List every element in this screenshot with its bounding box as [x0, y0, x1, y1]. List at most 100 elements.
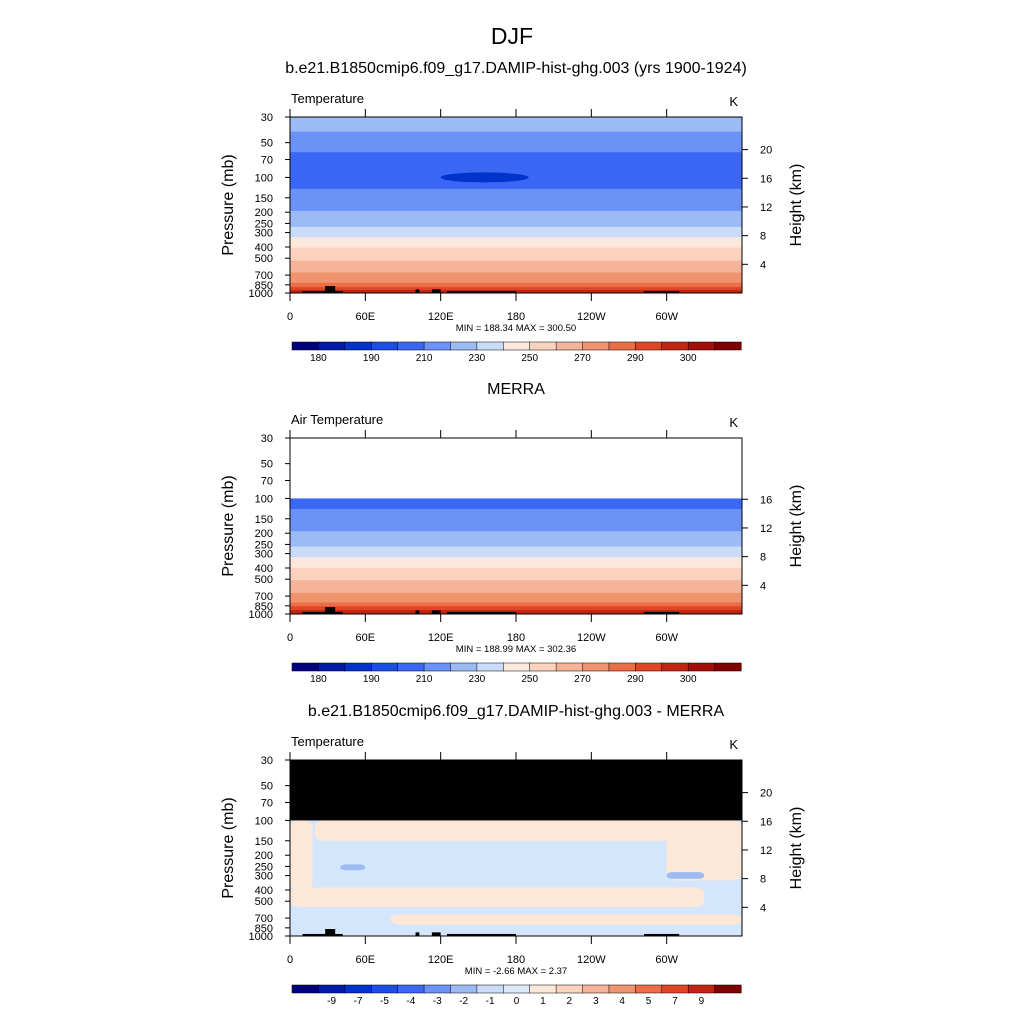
temperature-band — [290, 537, 742, 540]
temperature-band — [290, 117, 742, 120]
y-axis-right-label: Height (km) — [788, 485, 805, 568]
temperature-band — [290, 260, 742, 263]
colorbar-label: 190 — [363, 353, 380, 364]
pressure-tick-label: 1000 — [249, 609, 273, 621]
colorbar-swatch — [661, 662, 689, 672]
lon-tick-label: 60W — [655, 311, 678, 323]
temperature-band — [290, 210, 742, 213]
temperature-band — [290, 498, 742, 500]
colorbar-swatch — [503, 984, 531, 994]
temperature-band — [290, 187, 742, 190]
colorbar-label: 250 — [521, 674, 538, 685]
colorbar-label: 250 — [521, 353, 538, 364]
temperature-band — [290, 563, 742, 566]
panel-variable-label: Temperature — [291, 91, 364, 106]
temperature-band — [290, 227, 742, 230]
y-axis-right-label: Height (km) — [788, 164, 805, 247]
temperature-band — [290, 516, 742, 519]
temperature-band — [290, 603, 742, 605]
colorbar-swatch — [450, 662, 478, 672]
pressure-tick-label: 30 — [261, 112, 273, 124]
colorbar-label: -1 — [486, 996, 495, 1007]
topography — [325, 929, 336, 936]
pressure-tick-label: 1000 — [249, 288, 273, 300]
temperature-band — [290, 207, 742, 210]
temperature-band — [290, 121, 742, 124]
colorbar-swatch — [529, 341, 557, 351]
colorbar-label: -2 — [459, 996, 468, 1007]
lon-tick-label: 60W — [655, 632, 678, 644]
pressure-tick-label: 100 — [255, 815, 273, 827]
cold-core — [440, 172, 529, 183]
pressure-tick-label: 300 — [255, 549, 273, 561]
temperature-band — [290, 604, 742, 606]
temperature-band — [290, 143, 742, 146]
temperature-band — [290, 153, 742, 156]
height-tick-label: 12 — [760, 202, 772, 214]
colorbar: 180 190 210 230 250 270 290 300 — [291, 662, 742, 685]
temperature-band — [290, 532, 742, 534]
temperature-band — [290, 590, 742, 593]
height-tick-label: 16 — [760, 816, 772, 828]
pressure-tick-label: 150 — [255, 836, 273, 848]
temperature-band — [290, 155, 742, 158]
colorbar-swatch — [476, 341, 504, 351]
pressure-tick-label: 70 — [261, 476, 273, 488]
temperature-band — [290, 185, 742, 188]
lon-tick-label: 120E — [428, 632, 454, 644]
temperature-band — [290, 250, 742, 253]
temperature-band — [290, 568, 742, 571]
temperature-band — [290, 573, 742, 576]
colorbar-swatch — [503, 662, 531, 672]
pressure-tick-label: 100 — [255, 493, 273, 505]
temperature-band — [290, 191, 742, 194]
panel-units-label: K — [729, 94, 738, 109]
temperature-band — [290, 133, 742, 136]
temperature-band — [290, 547, 742, 550]
temperature-band — [290, 519, 742, 522]
temperature-band — [290, 206, 742, 209]
temperature-band — [290, 253, 742, 256]
temperature-band — [290, 156, 742, 159]
temperature-band — [290, 282, 742, 285]
temperature-band — [290, 235, 742, 238]
topography — [302, 933, 343, 936]
panel-units-label: K — [729, 737, 738, 752]
colorbar-swatch — [450, 984, 478, 994]
lon-tick-label: 120E — [428, 954, 454, 966]
temperature-band — [290, 197, 742, 200]
temperature-band — [290, 533, 742, 535]
height-tick-label: 4 — [760, 259, 766, 271]
temperature-band — [290, 535, 742, 537]
temperature-band — [290, 180, 742, 183]
temperature-band — [290, 558, 742, 560]
temperature-band — [290, 152, 742, 155]
temperature-band — [290, 287, 742, 290]
pressure-tick-label: 200 — [255, 850, 273, 862]
temperature-band — [290, 564, 742, 567]
chart-panel-3: b.e21.B1850cmip6.f09_g17.DAMIP-hist-ghg.… — [220, 703, 805, 1007]
temperature-band — [290, 552, 742, 554]
colorbar-label: 300 — [680, 353, 697, 364]
colorbar-label: -5 — [380, 996, 389, 1007]
temperature-band — [290, 566, 742, 569]
pressure-tick-label: 700 — [255, 913, 273, 925]
temperature-band — [290, 141, 742, 144]
pressure-tick-label: 30 — [261, 755, 273, 767]
colorbar-label: 2 — [567, 996, 573, 1007]
temperature-band — [290, 559, 742, 561]
topography — [644, 611, 680, 614]
pressure-tick-label: 100 — [255, 172, 273, 184]
colorbar-swatch — [397, 341, 425, 351]
temperature-band — [290, 508, 742, 510]
heatmap-field — [290, 117, 742, 293]
lon-tick-label: 60E — [356, 954, 376, 966]
colorbar-label: 290 — [627, 674, 644, 685]
colorbar-swatch — [608, 984, 636, 994]
temperature-band — [290, 570, 742, 573]
temperature-band — [290, 162, 742, 165]
height-tick-label: 4 — [760, 902, 766, 914]
temperature-band — [290, 514, 742, 517]
